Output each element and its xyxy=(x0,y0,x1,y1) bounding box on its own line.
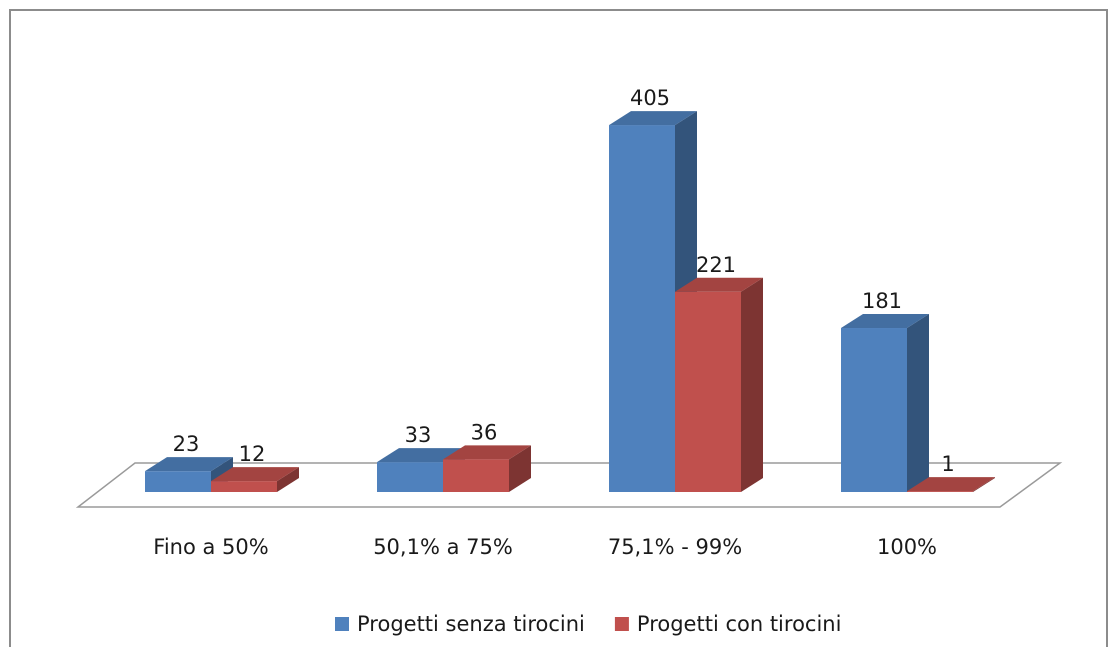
bar-front xyxy=(443,459,509,492)
data-label: 36 xyxy=(471,420,498,444)
x-tick-label: Fino a 50% xyxy=(153,535,268,559)
bar-side xyxy=(277,467,299,492)
bar-side xyxy=(741,277,763,492)
bar-front xyxy=(841,328,907,492)
bar-side xyxy=(907,314,929,492)
x-tick-label: 75,1% - 99% xyxy=(608,535,742,559)
data-label: 181 xyxy=(862,289,902,313)
data-label: 405 xyxy=(630,86,670,110)
bar-front xyxy=(907,491,973,492)
bar-top xyxy=(841,314,929,329)
legend-swatch xyxy=(614,617,629,631)
bar-front xyxy=(609,125,675,492)
x-tick-label: 50,1% a 75% xyxy=(373,535,513,559)
data-label: 1 xyxy=(941,452,954,476)
bar-top xyxy=(377,448,465,463)
bar-top xyxy=(907,477,995,492)
data-label: 12 xyxy=(239,442,266,466)
bar-front xyxy=(675,291,741,492)
data-label: 221 xyxy=(696,253,736,277)
bar-front xyxy=(211,481,277,492)
bar-top xyxy=(609,111,697,126)
bar-front xyxy=(377,462,443,492)
bar-side xyxy=(509,445,531,492)
bar-side xyxy=(973,477,995,492)
bar-top xyxy=(145,457,233,472)
bar-top xyxy=(443,445,531,460)
floor xyxy=(75,462,1063,508)
bar-top xyxy=(211,467,299,482)
legend-swatch xyxy=(335,617,349,631)
x-tick-label: 100% xyxy=(877,535,937,559)
data-label: 23 xyxy=(173,432,200,456)
legend-label: Progetti senza tirocini xyxy=(357,612,585,636)
data-label: 33 xyxy=(405,423,432,447)
bar-top xyxy=(675,277,763,292)
legend-label: Progetti con tirocini xyxy=(637,612,842,636)
bar-front xyxy=(145,471,211,492)
